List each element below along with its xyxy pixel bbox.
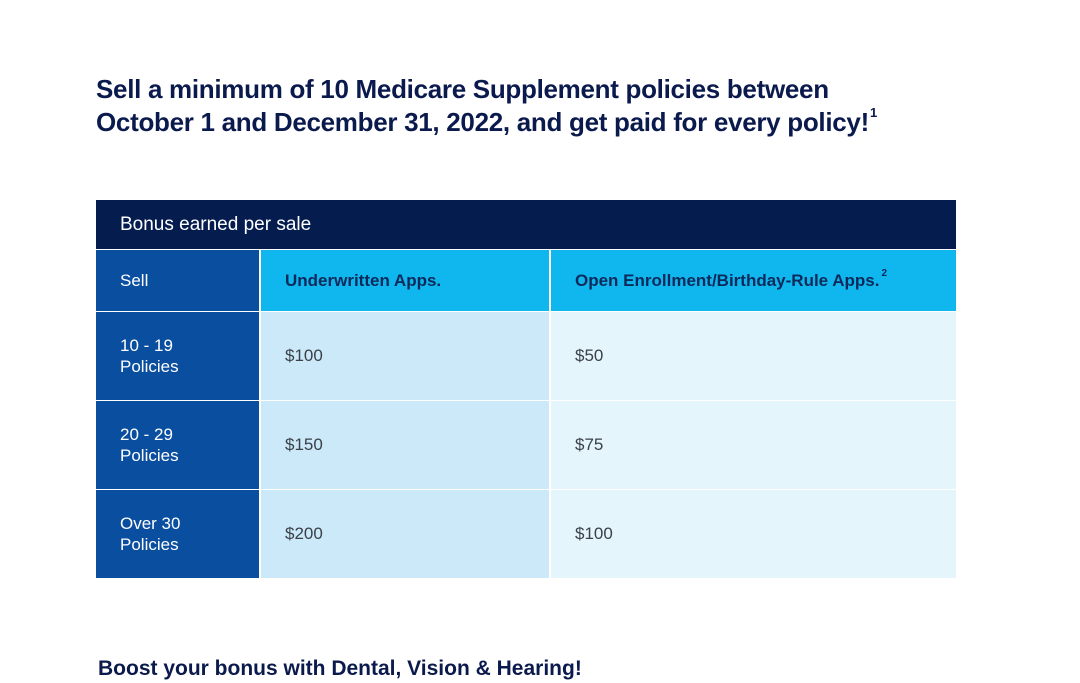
underwritten-bonus-cell: $100 xyxy=(260,311,551,401)
open-enrollment-bonus-cell: $50 xyxy=(550,311,957,401)
open-enrollment-bonus-cell: $100 xyxy=(550,489,957,578)
headline-line-2-text: October 1 and December 31, 2022, and get… xyxy=(96,107,869,137)
sell-range-cell: 20 - 29 Policies xyxy=(96,400,261,490)
sell-unit: Policies xyxy=(120,357,179,376)
sell-range: 20 - 29 xyxy=(120,425,173,444)
table-row: 20 - 29 Policies $150 $75 xyxy=(96,400,957,490)
bonus-table: Bonus earned per sale Sell Underwritten … xyxy=(96,200,957,578)
column-header-underwritten: Underwritten Apps. xyxy=(260,249,551,312)
column-header-open-enrollment: Open Enrollment/Birthday-Rule Apps. 2 xyxy=(550,249,957,312)
column-header-open-enrollment-label: Open Enrollment/Birthday-Rule Apps. xyxy=(575,270,880,290)
sell-unit: Policies xyxy=(120,535,179,554)
underwritten-bonus-cell: $150 xyxy=(260,400,551,490)
bonus-table-title-row: Bonus earned per sale xyxy=(96,200,957,250)
sell-range: Over 30 xyxy=(120,514,181,533)
sell-unit: Policies xyxy=(120,446,179,465)
table-row: 10 - 19 Policies $100 $50 xyxy=(96,311,957,401)
sell-range-cell: 10 - 19 Policies xyxy=(96,311,261,401)
column-header-sell: Sell xyxy=(96,249,261,312)
page-headline: Sell a minimum of 10 Medicare Supplement… xyxy=(96,73,976,139)
underwritten-bonus-cell: $200 xyxy=(260,489,551,578)
headline-footnote-marker: 1 xyxy=(869,105,877,121)
sell-range-cell: Over 30 Policies xyxy=(96,489,261,578)
column-header-footnote-marker: 2 xyxy=(881,267,888,279)
headline-line-2: October 1 and December 31, 2022, and get… xyxy=(96,106,976,139)
headline-line-1: Sell a minimum of 10 Medicare Supplement… xyxy=(96,74,829,104)
sell-range: 10 - 19 xyxy=(120,336,173,355)
bonus-table-title: Bonus earned per sale xyxy=(96,200,957,250)
open-enrollment-bonus-cell: $75 xyxy=(550,400,957,490)
dental-vision-hearing-subheading: Boost your bonus with Dental, Vision & H… xyxy=(98,657,582,680)
bonus-table-header-row: Sell Underwritten Apps. Open Enrollment/… xyxy=(96,249,957,312)
table-row: Over 30 Policies $200 $100 xyxy=(96,489,957,578)
